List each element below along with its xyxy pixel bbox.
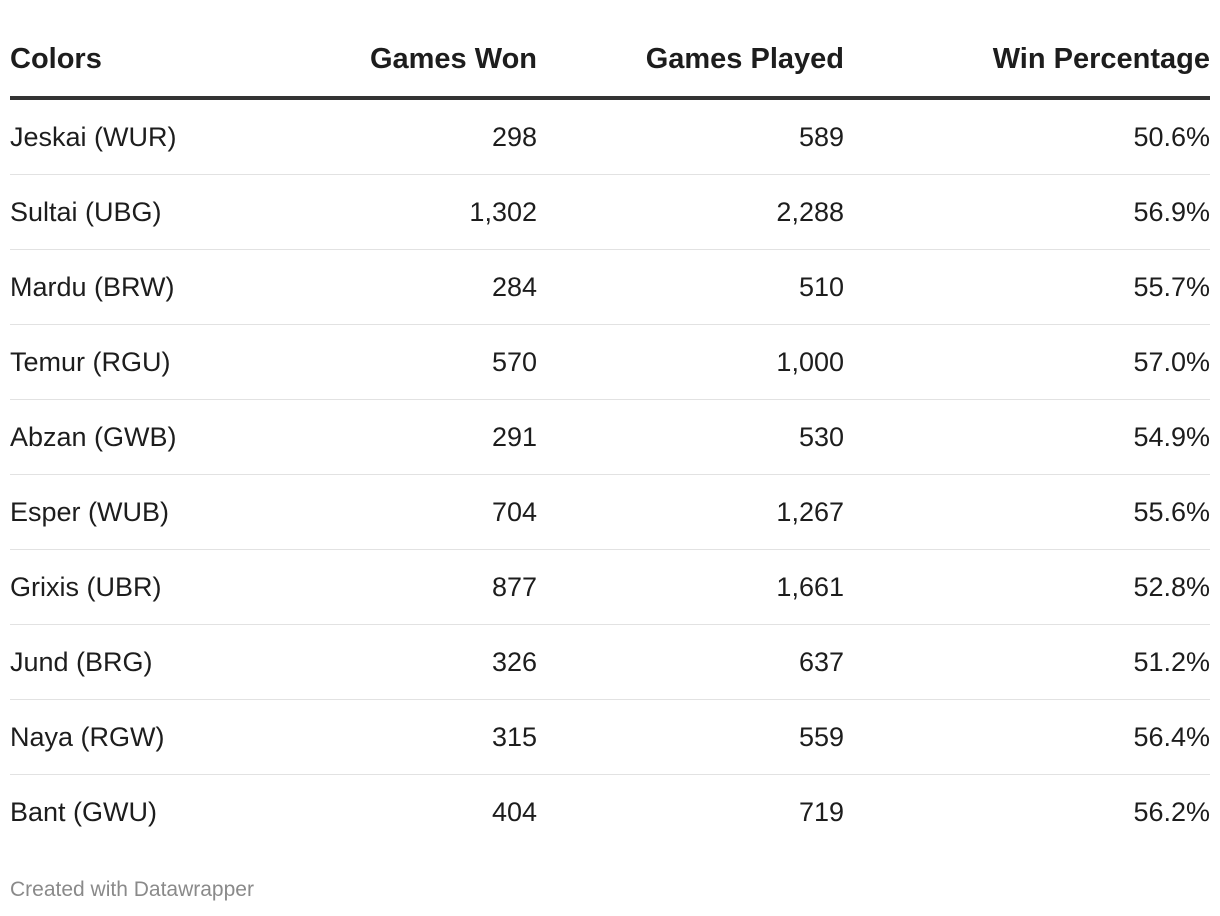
- cell-games-played: 1,000: [537, 324, 844, 400]
- cell-games-played: 559: [537, 699, 844, 775]
- table-row: Jeskai (WUR) 298 589 50.6%: [10, 98, 1210, 175]
- column-header-games-played[interactable]: Games Played: [537, 0, 844, 100]
- cell-win-percentage: 55.7%: [844, 249, 1210, 325]
- cell-colors: Jeskai (WUR): [10, 98, 310, 175]
- table-row: Bant (GWU) 404 719 56.2%: [10, 775, 1210, 850]
- cell-games-played: 530: [537, 399, 844, 475]
- cell-games-won: 298: [310, 98, 537, 175]
- table-row: Grixis (UBR) 877 1,661 52.8%: [10, 549, 1210, 625]
- cell-colors: Esper (WUB): [10, 474, 310, 550]
- data-table-container: Colors Games Won Games Played Win Percen…: [10, 0, 1210, 849]
- table-row: Naya (RGW) 315 559 56.4%: [10, 699, 1210, 775]
- cell-games-won: 877: [310, 549, 537, 625]
- cell-games-played: 637: [537, 624, 844, 700]
- cell-colors: Bant (GWU): [10, 796, 158, 827]
- cell-colors: Mardu (BRW): [10, 249, 310, 325]
- cell-games-played: 719: [798, 796, 844, 827]
- column-header-games-won[interactable]: Games Won: [310, 0, 537, 100]
- table-row: Mardu (BRW) 284 510 55.7%: [10, 249, 1210, 325]
- cell-games-played: 2,288: [537, 174, 844, 250]
- table-body: Jeskai (WUR) 298 589 50.6% Sultai (UBG) …: [10, 98, 1210, 849]
- cell-games-won: 570: [310, 324, 537, 400]
- cell-colors: Naya (RGW): [10, 699, 310, 775]
- column-header-win-percentage[interactable]: Win Percentage: [844, 0, 1210, 100]
- cell-colors: Grixis (UBR): [10, 549, 310, 625]
- cell-colors: Jund (BRG): [10, 624, 310, 700]
- table-header-row: Colors Games Won Games Played Win Percen…: [10, 0, 1210, 100]
- cell-colors: Sultai (UBG): [10, 174, 310, 250]
- cell-win-percentage: 51.2%: [844, 624, 1210, 700]
- cell-win-percentage: 55.6%: [844, 474, 1210, 550]
- credit-text: Created with Datawrapper: [10, 878, 254, 901]
- cell-games-won: 704: [310, 474, 537, 550]
- cell-games-played: 1,267: [537, 474, 844, 550]
- cell-games-played: 1,661: [537, 549, 844, 625]
- cell-games-won: 291: [310, 399, 537, 475]
- cell-win-percentage: 56.2%: [1133, 796, 1210, 827]
- cell-games-won: 326: [310, 624, 537, 700]
- cell-games-played: 510: [537, 249, 844, 325]
- table-row: Abzan (GWB) 291 530 54.9%: [10, 399, 1210, 475]
- table-row: Temur (RGU) 570 1,000 57.0%: [10, 324, 1210, 400]
- table-row: Jund (BRG) 326 637 51.2%: [10, 624, 1210, 700]
- cell-win-percentage: 56.9%: [844, 174, 1210, 250]
- cell-games-won: 1,302: [310, 174, 537, 250]
- cell-games-won: 404: [491, 796, 537, 827]
- column-header-colors[interactable]: Colors: [10, 0, 310, 100]
- table-row: Sultai (UBG) 1,302 2,288 56.9%: [10, 174, 1210, 250]
- data-table: Colors Games Won Games Played Win Percen…: [10, 0, 1210, 849]
- cell-colors: Abzan (GWB): [10, 399, 310, 475]
- table-row: Esper (WUB) 704 1,267 55.6%: [10, 474, 1210, 550]
- cell-games-won: 315: [310, 699, 537, 775]
- cell-games-played: 589: [537, 98, 844, 175]
- cell-win-percentage: 56.4%: [844, 699, 1210, 775]
- cell-win-percentage: 52.8%: [844, 549, 1210, 625]
- cell-win-percentage: 50.6%: [844, 98, 1210, 175]
- cell-games-won: 284: [310, 249, 537, 325]
- cell-colors: Temur (RGU): [10, 324, 310, 400]
- cell-win-percentage: 54.9%: [844, 399, 1210, 475]
- cell-win-percentage: 57.0%: [844, 324, 1210, 400]
